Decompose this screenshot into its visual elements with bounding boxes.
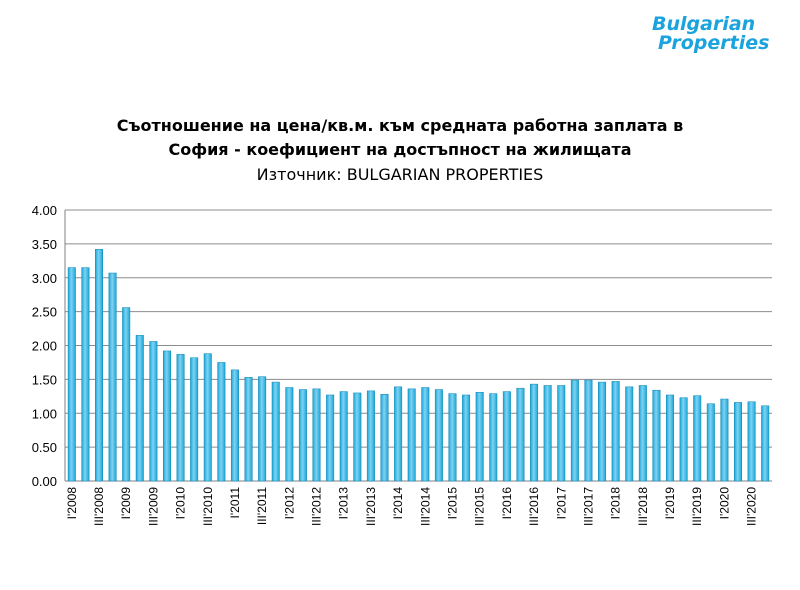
x-tick-label: III'2017 (581, 487, 595, 526)
x-tick-label: III'2012 (310, 487, 324, 526)
bar (244, 377, 253, 482)
bar (516, 387, 525, 482)
x-tick-label: III'2014 (418, 487, 432, 526)
x-tick-label: I'2013 (337, 487, 351, 520)
bar (598, 381, 607, 482)
bar (666, 394, 675, 482)
bar (761, 405, 770, 482)
bar (285, 387, 294, 482)
bar (312, 388, 321, 482)
bar (407, 388, 416, 482)
bulgarian-properties-logo: Bulgarian Properties (652, 13, 769, 54)
bar (434, 389, 443, 482)
bar (421, 387, 430, 482)
y-tick-label: 0.00 (32, 474, 57, 489)
bar (747, 401, 756, 482)
bar (339, 391, 348, 482)
y-tick-label: 0.50 (32, 440, 57, 455)
bar (652, 389, 661, 482)
bar (679, 397, 688, 482)
bar (734, 402, 743, 482)
y-tick-label: 4.00 (32, 203, 57, 218)
x-tick-label: I'2009 (119, 487, 133, 520)
x-tick-label: I'2018 (609, 487, 623, 520)
x-tick-label: III'2009 (146, 487, 160, 526)
x-tick-label: III'2019 (690, 487, 704, 526)
bar (326, 394, 335, 482)
bar (570, 379, 579, 482)
x-tick-label: III'2011 (255, 487, 269, 525)
bar (462, 394, 471, 482)
y-tick-label: 2.50 (32, 305, 57, 320)
bar (625, 386, 634, 482)
x-tick-label: I'2020 (717, 487, 731, 520)
bar (108, 272, 117, 482)
bar (258, 376, 267, 482)
bar (502, 391, 511, 482)
y-tick-label: 3.00 (32, 271, 57, 286)
bar (380, 394, 389, 482)
x-tick-label: I'2015 (445, 487, 459, 520)
bar (448, 393, 457, 482)
chart-title-line-2: София - коефициент на достъпност на жили… (168, 140, 632, 159)
chart-title: Съотношение на цена/кв.м. към средната р… (116, 116, 684, 135)
bar (190, 357, 199, 482)
bar (611, 381, 620, 482)
chart-subtitle: Източник: BULGARIAN PROPERTIES (256, 165, 544, 184)
bar (217, 362, 226, 482)
bar (271, 381, 280, 482)
bar (475, 392, 484, 482)
x-tick-label: I'2017 (554, 487, 568, 520)
x-tick-label: III'2013 (364, 487, 378, 526)
bar (693, 395, 702, 482)
x-tick-label: I'2016 (500, 487, 514, 520)
bar (67, 267, 76, 482)
y-tick-label: 1.00 (32, 406, 57, 421)
bar (122, 307, 131, 482)
x-tick-label: I'2010 (174, 487, 188, 520)
x-tick-label: I'2012 (282, 487, 296, 520)
bar (353, 392, 362, 482)
x-tick-label: I'2014 (391, 487, 405, 520)
x-tick-label: I'2011 (228, 487, 242, 519)
x-tick-label: III'2008 (92, 487, 106, 526)
y-tick-label: 2.00 (32, 339, 57, 354)
y-tick-label: 3.50 (32, 237, 57, 252)
bar (203, 353, 212, 482)
bar (366, 390, 375, 482)
bar (149, 341, 158, 482)
x-tick-label: III'2018 (636, 487, 650, 526)
x-tick-label: III'2016 (527, 487, 541, 526)
bar (95, 249, 103, 482)
bar (720, 398, 729, 482)
bar (557, 385, 566, 482)
bar (230, 369, 239, 482)
bar (176, 354, 185, 482)
x-tick-label: III'2020 (745, 487, 759, 526)
x-tick-label: III'2010 (201, 487, 215, 526)
bar (530, 383, 539, 482)
bar (638, 385, 647, 482)
bar (135, 335, 144, 482)
y-tick-label: 1.50 (32, 372, 57, 387)
bar (706, 403, 715, 482)
bar (394, 386, 403, 482)
logo-line-2: Properties (658, 32, 769, 54)
bar (543, 385, 552, 482)
x-tick-label: III'2015 (473, 487, 487, 526)
x-tick-label: I'2019 (663, 487, 677, 520)
bar (489, 393, 498, 482)
bar (584, 379, 593, 482)
bar (298, 389, 307, 482)
bar (162, 350, 171, 482)
logo-line-1: Bulgarian (652, 13, 755, 35)
x-tick-label: I'2008 (65, 487, 79, 520)
bar (81, 267, 90, 482)
